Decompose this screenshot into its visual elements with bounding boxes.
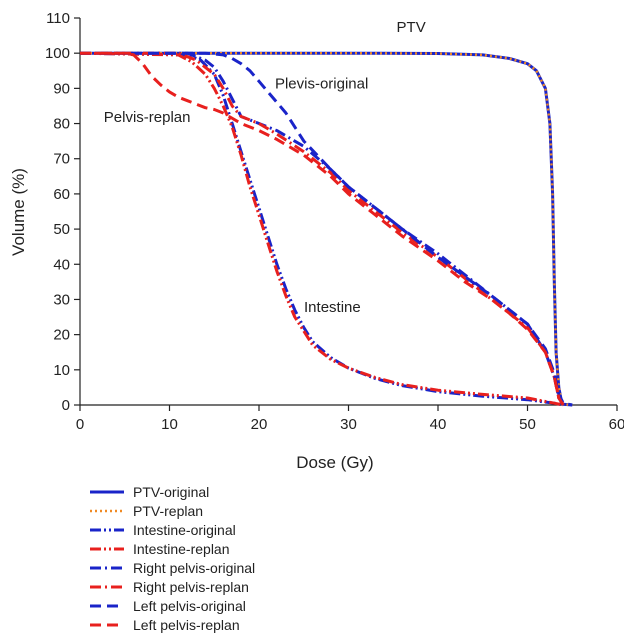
legend-label: Intestine-replan xyxy=(133,541,230,557)
y-tick-label: 90 xyxy=(53,80,70,97)
series-line-intestine-replan xyxy=(79,51,564,407)
legend-label: Left pelvis-original xyxy=(133,598,246,614)
series-line-left-pelvis-replan xyxy=(80,51,565,406)
y-tick-label: 70 xyxy=(53,151,70,168)
series-layer xyxy=(79,51,573,407)
y-tick-label: 100 xyxy=(45,45,70,62)
annotation-label: PTV xyxy=(397,19,426,36)
annotation-label: Pelvis-replan xyxy=(104,109,191,126)
x-tick-label: 20 xyxy=(251,416,268,433)
series-line-ptv-original xyxy=(80,51,573,407)
plot-area: 0 10 20 30 40 50 60 70 80 90 100 110 0 10 20 30 40 50 60 P… xyxy=(45,10,624,433)
series-line-left-pelvis-original xyxy=(80,51,573,407)
legend-label: PTV-original xyxy=(133,484,209,500)
y-tick-label: 60 xyxy=(53,186,70,203)
y-tick-label: 10 xyxy=(53,362,70,379)
annotation-label: Intestine xyxy=(304,299,361,316)
legend-label: Left pelvis-replan xyxy=(133,617,240,633)
legend-label: Right pelvis-replan xyxy=(133,579,249,595)
y-axis-title: Volume (%) xyxy=(9,168,28,256)
y-tick-label: 20 xyxy=(53,327,70,344)
series-line-right-pelvis-original xyxy=(80,51,565,406)
x-tick-label: 60 xyxy=(609,416,624,433)
legend-label: Intestine-original xyxy=(133,522,236,538)
y-tick-label: 40 xyxy=(53,256,70,273)
series-line-ptv-replan xyxy=(80,52,573,407)
x-axis-title: Dose (Gy) xyxy=(296,453,373,472)
x-tick-label: 10 xyxy=(161,416,178,433)
y-tick-label: 0 xyxy=(62,397,70,414)
x-tick-label: 0 xyxy=(76,416,84,433)
x-tick-label: 30 xyxy=(340,416,357,433)
legend-label: PTV-replan xyxy=(133,503,203,519)
legend: PTV-original PTV-replan Intestine-original… xyxy=(90,484,255,633)
legend-label: Right pelvis-original xyxy=(133,560,255,576)
x-tick-label: 50 xyxy=(519,416,536,433)
x-tick-label: 40 xyxy=(430,416,447,433)
y-tick-label: 50 xyxy=(53,221,70,238)
ticks-layer: 0 10 20 30 40 50 60 70 80 90 100 110 0 10 20 30 40 50 60 xyxy=(45,10,624,433)
annotation-label: Plevis-original xyxy=(275,75,368,92)
y-tick-label: 30 xyxy=(53,291,70,308)
annotations-layer: PTV Plevis-original Pelvis-replan Intestine xyxy=(104,19,426,316)
y-tick-label: 110 xyxy=(46,10,70,27)
y-tick-label: 80 xyxy=(53,116,70,133)
